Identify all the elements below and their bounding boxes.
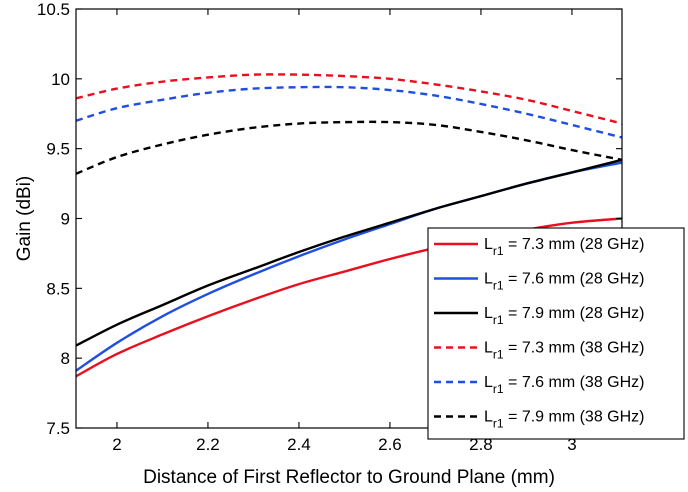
y-tick-label: 10.5 <box>37 0 70 19</box>
legend-entry-rest: = 7.6 mm (38 GHz) <box>504 374 645 391</box>
legend-entry-subscript: r1 <box>493 279 504 293</box>
legend-entry-rest: = 7.3 mm (28 GHz) <box>504 236 645 253</box>
legend-entry-main: L <box>484 305 493 322</box>
legend-entry-main: L <box>484 374 493 391</box>
legend-entry-6: Lr1 = 7.9 mm (38 GHz) <box>484 409 645 431</box>
legend-entry-main: L <box>484 236 493 253</box>
y-tick-label: 9.5 <box>46 140 70 159</box>
y-tick-label: 9 <box>61 210 70 229</box>
legend-entry-1: Lr1 = 7.3 mm (28 GHz) <box>484 236 645 258</box>
series-line-6 <box>76 120 622 175</box>
x-tick-label: 2.2 <box>196 435 220 454</box>
x-axis-label: Distance of First Reflector to Ground Pl… <box>143 467 555 488</box>
y-tick-label: 7.5 <box>46 419 70 438</box>
x-tick-label: 3 <box>567 435 576 454</box>
legend-entry-rest: = 7.3 mm (38 GHz) <box>504 340 645 357</box>
legend-entry-subscript: r1 <box>493 244 504 258</box>
y-tick-label: 8.5 <box>46 279 70 298</box>
legend-entry-subscript: r1 <box>493 382 504 396</box>
legend-entry-subscript: r1 <box>493 417 504 431</box>
legend-entry-2: Lr1 = 7.6 mm (28 GHz) <box>484 271 645 293</box>
series-line-3 <box>76 158 622 347</box>
legend-entry-main: L <box>484 271 493 288</box>
series-line-4 <box>76 73 622 125</box>
x-tick-label: 2.4 <box>287 435 311 454</box>
legend-entry-main: L <box>484 409 493 426</box>
x-tick-label: 2 <box>112 435 121 454</box>
legend-entry-rest: = 7.9 mm (38 GHz) <box>504 409 645 426</box>
legend: Lr1 = 7.3 mm (28 GHz)Lr1 = 7.6 mm (28 GH… <box>427 227 685 440</box>
legend-entry-rest: = 7.6 mm (28 GHz) <box>504 271 645 288</box>
y-tick-labels: 7.5 8 8.5 9 9.5 10 10.5 <box>37 0 70 438</box>
legend-entry-subscript: r1 <box>493 313 504 327</box>
legend-entry-3: Lr1 = 7.9 mm (28 GHz) <box>484 305 645 327</box>
y-axis-label: Gain (dBi) <box>14 176 35 262</box>
x-tick-label: 2.8 <box>469 435 493 454</box>
x-tick-label: 2.6 <box>378 435 402 454</box>
x-tick-labels: 2 2.2 2.4 2.6 2.8 3 <box>112 435 576 454</box>
series-line-5 <box>76 85 622 139</box>
legend-entry-subscript: r1 <box>493 348 504 362</box>
legend-entry-4: Lr1 = 7.3 mm (38 GHz) <box>484 340 645 362</box>
y-tick-label: 10 <box>51 70 70 89</box>
legend-entry-main: L <box>484 340 493 357</box>
legend-entry-5: Lr1 = 7.6 mm (38 GHz) <box>484 374 645 396</box>
legend-box <box>427 227 685 440</box>
legend-entry-rest: = 7.9 mm (28 GHz) <box>504 305 645 322</box>
y-tick-label: 8 <box>61 349 70 368</box>
